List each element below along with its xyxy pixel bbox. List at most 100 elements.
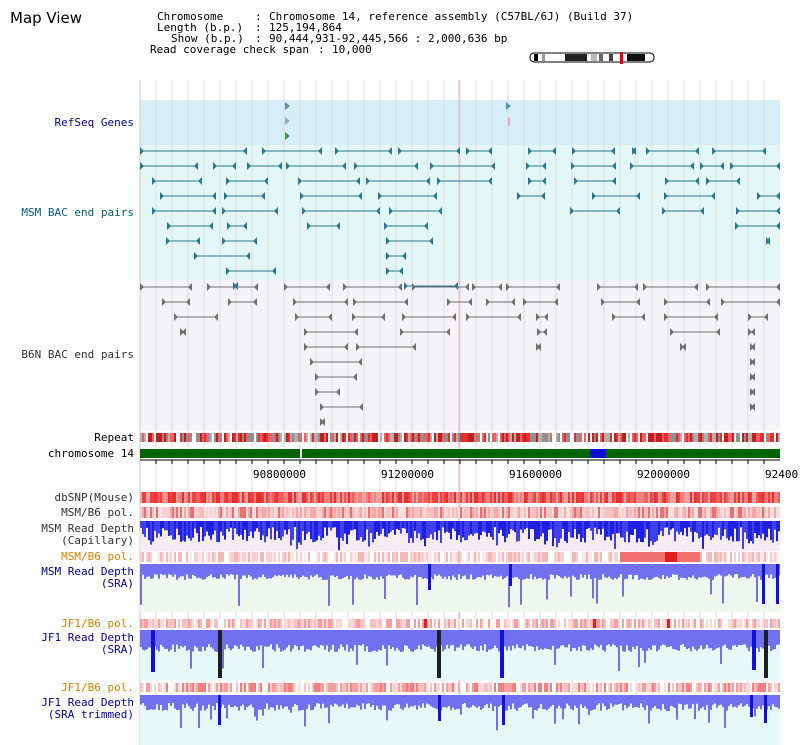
jf1-depth-bar	[234, 630, 236, 646]
jf1-depth-bar	[196, 630, 198, 648]
repeat-segment	[452, 433, 454, 442]
repeat-segment	[758, 433, 760, 442]
dbsnp-cell	[182, 492, 184, 503]
repeat-segment	[656, 433, 658, 442]
msm-pol-cell	[580, 507, 582, 518]
msm-pol-cell	[576, 507, 578, 518]
msm-cap-bar	[196, 521, 198, 534]
repeat-segment	[250, 433, 252, 442]
jf1-pol-cell	[224, 619, 226, 628]
msm-cap-bar	[222, 521, 224, 536]
jf1-pol-cell	[728, 619, 730, 628]
jf1-depth-bar	[522, 630, 524, 646]
dbsnp-cell	[318, 492, 320, 503]
jf1-depth-bar	[182, 630, 184, 648]
jf1-pol2-cell	[442, 683, 444, 692]
jf1-trim-bar	[662, 695, 664, 705]
msm-cap-bar	[324, 521, 326, 528]
jf1-pol-cell	[270, 619, 272, 628]
dbsnp-cell	[210, 492, 212, 503]
jf1-pol-cell	[516, 619, 518, 628]
b6n-bac-end	[186, 298, 190, 306]
repeat-segment	[588, 433, 590, 442]
jf1-pol-cell	[164, 619, 166, 628]
msm-pol-cell	[506, 507, 508, 518]
jf1-trim-bar	[482, 695, 484, 709]
msm-pol2-cell	[746, 552, 748, 562]
msm-sra-bar	[152, 564, 154, 579]
dbsnp-cell	[242, 492, 244, 503]
msm-cap-bar	[668, 521, 670, 535]
dbsnp-cell	[278, 492, 280, 503]
dbsnp-cell	[262, 492, 264, 503]
msm-cap-bar	[334, 521, 336, 528]
b6n-bac-end	[721, 298, 725, 306]
dbsnp-cell	[180, 492, 182, 503]
msm-sra-bar	[548, 564, 550, 580]
jf1-pol2-cell	[304, 683, 306, 692]
msm-pol-cell	[242, 507, 244, 518]
msm-sra-bar	[708, 564, 710, 579]
msm-sra-bar	[170, 564, 172, 575]
msm-sra-bar	[702, 564, 704, 577]
msm-pol2-cell	[346, 552, 348, 562]
msm-pol-cell	[620, 507, 622, 518]
dbsnp-cell	[292, 492, 294, 503]
msm-pol-cell	[456, 507, 458, 518]
jf1-pol-cell	[496, 619, 498, 628]
jf1-pol-cell	[322, 619, 324, 628]
chromosome-ideogram[interactable]	[527, 50, 657, 66]
b6n-bac-end	[498, 283, 502, 291]
msm-pol-cell	[310, 507, 312, 518]
msm-pol2-cell	[492, 552, 494, 562]
dbsnp-cell	[580, 492, 582, 503]
msm-sra-bar	[456, 564, 458, 580]
msm-sra-bar	[396, 564, 398, 579]
dbsnp-cell	[146, 492, 148, 503]
jf1-depth-bar	[620, 630, 622, 646]
msm-pol2-cell	[148, 552, 150, 562]
repeat-segment	[670, 433, 672, 442]
jf1-trim-bar	[296, 695, 298, 706]
jf1-trim-bar	[318, 695, 320, 704]
msm-pol-cell	[540, 507, 542, 518]
msm-pol-cell	[396, 507, 398, 518]
msm-pol-cell	[664, 507, 666, 518]
dbsnp-cell	[368, 492, 370, 503]
dbsnp-cell	[174, 492, 176, 503]
msm-pol2-cell	[160, 552, 162, 562]
msm-pol2-cell	[150, 552, 152, 562]
msm-bac-end	[212, 192, 216, 200]
jf1-depth-bar	[738, 630, 740, 645]
msm-sra-bar	[310, 564, 312, 576]
jf1-pol2-cell	[280, 683, 282, 692]
msm-cap-bar	[322, 521, 324, 538]
b6n-bac-end	[556, 283, 560, 291]
msm-pol2-cell	[204, 552, 206, 562]
jf1-pol2-cell	[702, 683, 704, 692]
repeat-segment	[754, 433, 756, 442]
jf1-pol-cell	[290, 619, 292, 628]
msm-pol2-cell	[164, 552, 166, 562]
jf1-depth-bar	[726, 630, 728, 648]
msm-pol2-cell	[514, 552, 516, 562]
jf1-pol2-cell	[400, 683, 402, 692]
msm-bac-end	[222, 207, 226, 215]
jf1-pol-cell	[622, 619, 624, 628]
msm-pol-cell	[236, 507, 238, 518]
msm-pol2-cell	[448, 552, 450, 562]
jf1-pol-cell	[340, 619, 342, 628]
msm-pol2-cell	[198, 552, 200, 562]
msm-cap-bar	[554, 521, 556, 539]
msm-sra-bar	[568, 564, 570, 577]
dbsnp-cell	[542, 492, 544, 503]
jf1-trim-bar	[360, 695, 362, 710]
msm-pol-cell	[712, 507, 714, 518]
msm-cap-bar	[422, 521, 424, 539]
msm-cap-bar	[272, 521, 274, 528]
jf1-depth-bar	[488, 630, 490, 650]
jf1-depth-bar	[496, 630, 498, 649]
msm-bac-end	[488, 147, 492, 155]
dbsnp-cell	[144, 492, 146, 503]
